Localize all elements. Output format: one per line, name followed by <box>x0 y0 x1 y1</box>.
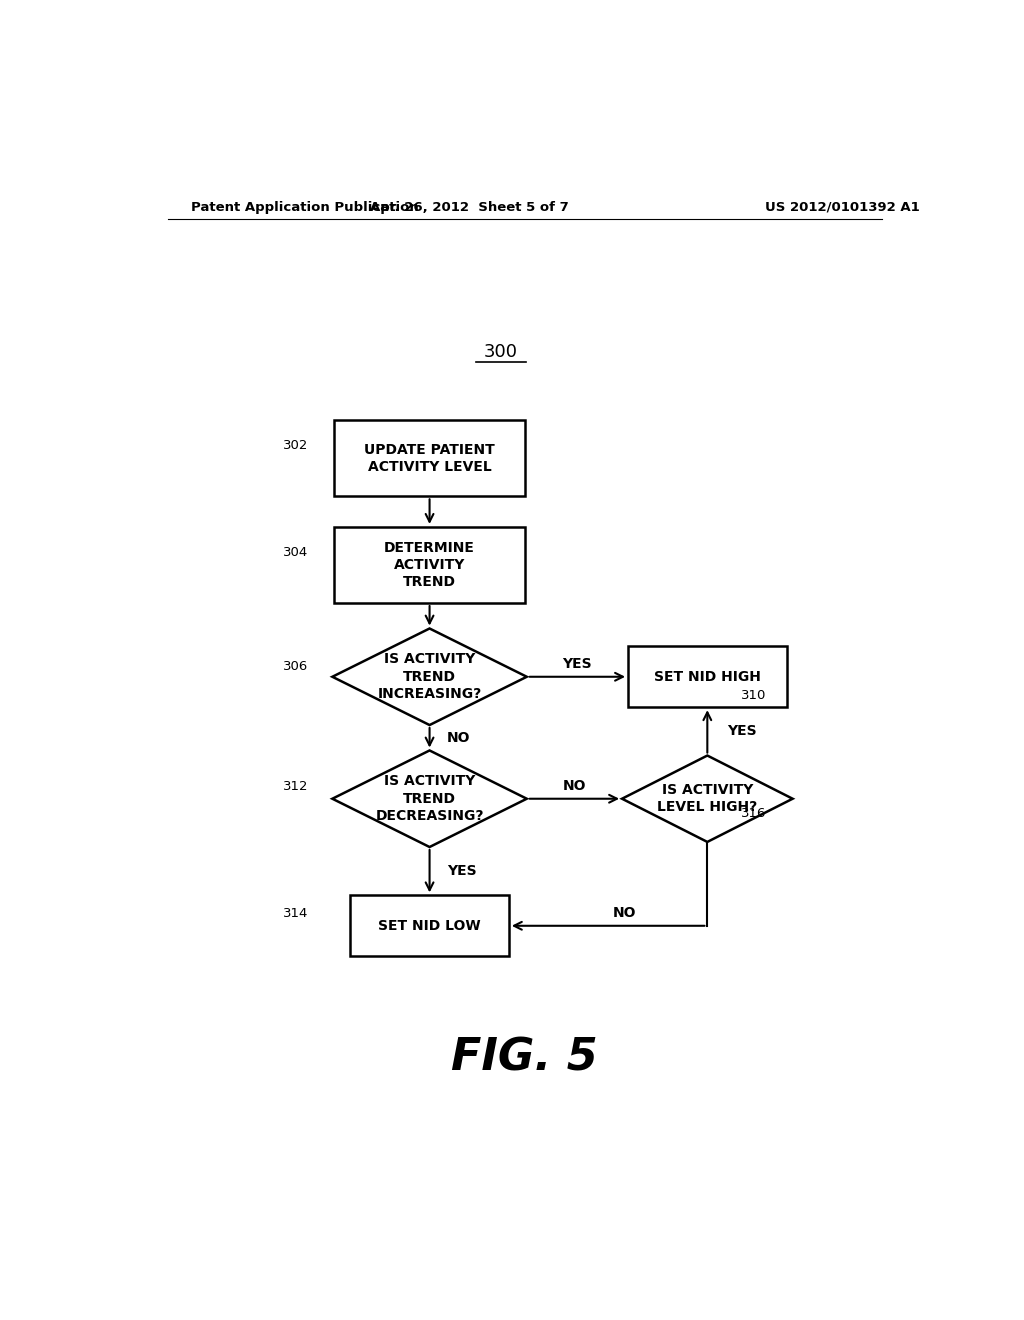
Text: FIG. 5: FIG. 5 <box>452 1036 598 1080</box>
Text: 306: 306 <box>283 660 308 673</box>
Text: NO: NO <box>612 906 636 920</box>
Text: IS ACTIVITY
TREND
DECREASING?: IS ACTIVITY TREND DECREASING? <box>376 775 483 824</box>
Text: 314: 314 <box>283 907 308 920</box>
Text: SET NID LOW: SET NID LOW <box>378 919 481 933</box>
FancyBboxPatch shape <box>334 420 524 496</box>
Text: NO: NO <box>447 731 470 744</box>
FancyBboxPatch shape <box>334 527 524 603</box>
Text: SET NID HIGH: SET NID HIGH <box>654 669 761 684</box>
Text: 312: 312 <box>283 780 308 793</box>
Text: YES: YES <box>447 865 476 878</box>
Text: 304: 304 <box>283 546 308 560</box>
FancyBboxPatch shape <box>628 647 786 708</box>
Text: IS ACTIVITY
TREND
INCREASING?: IS ACTIVITY TREND INCREASING? <box>378 652 481 701</box>
Text: US 2012/0101392 A1: US 2012/0101392 A1 <box>765 201 920 214</box>
Polygon shape <box>333 628 526 725</box>
Text: 310: 310 <box>741 689 767 701</box>
FancyBboxPatch shape <box>350 895 509 956</box>
Text: 316: 316 <box>741 808 767 821</box>
Text: YES: YES <box>727 725 757 738</box>
Text: UPDATE PATIENT
ACTIVITY LEVEL: UPDATE PATIENT ACTIVITY LEVEL <box>365 442 495 474</box>
Text: 302: 302 <box>283 438 308 451</box>
Text: YES: YES <box>562 656 592 671</box>
Text: Patent Application Publication: Patent Application Publication <box>191 201 419 214</box>
Text: DETERMINE
ACTIVITY
TREND: DETERMINE ACTIVITY TREND <box>384 541 475 589</box>
Text: NO: NO <box>562 779 586 792</box>
Polygon shape <box>622 755 793 842</box>
Text: IS ACTIVITY
LEVEL HIGH?: IS ACTIVITY LEVEL HIGH? <box>657 783 758 814</box>
Text: 300: 300 <box>484 342 518 360</box>
Text: Apr. 26, 2012  Sheet 5 of 7: Apr. 26, 2012 Sheet 5 of 7 <box>370 201 568 214</box>
Polygon shape <box>333 751 526 847</box>
